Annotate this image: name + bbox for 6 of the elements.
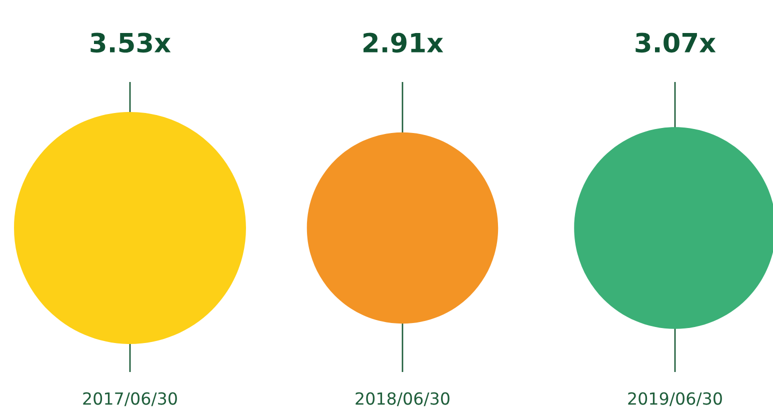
category-label: 2019/06/30 <box>628 392 722 406</box>
data-label: 3.53x <box>90 32 171 53</box>
data-label: 3.07x <box>636 32 716 53</box>
category-label: 2017/06/30 <box>83 392 177 406</box>
data-label: 2.91x <box>364 32 444 53</box>
category-label: 2018/06/30 <box>356 392 450 406</box>
